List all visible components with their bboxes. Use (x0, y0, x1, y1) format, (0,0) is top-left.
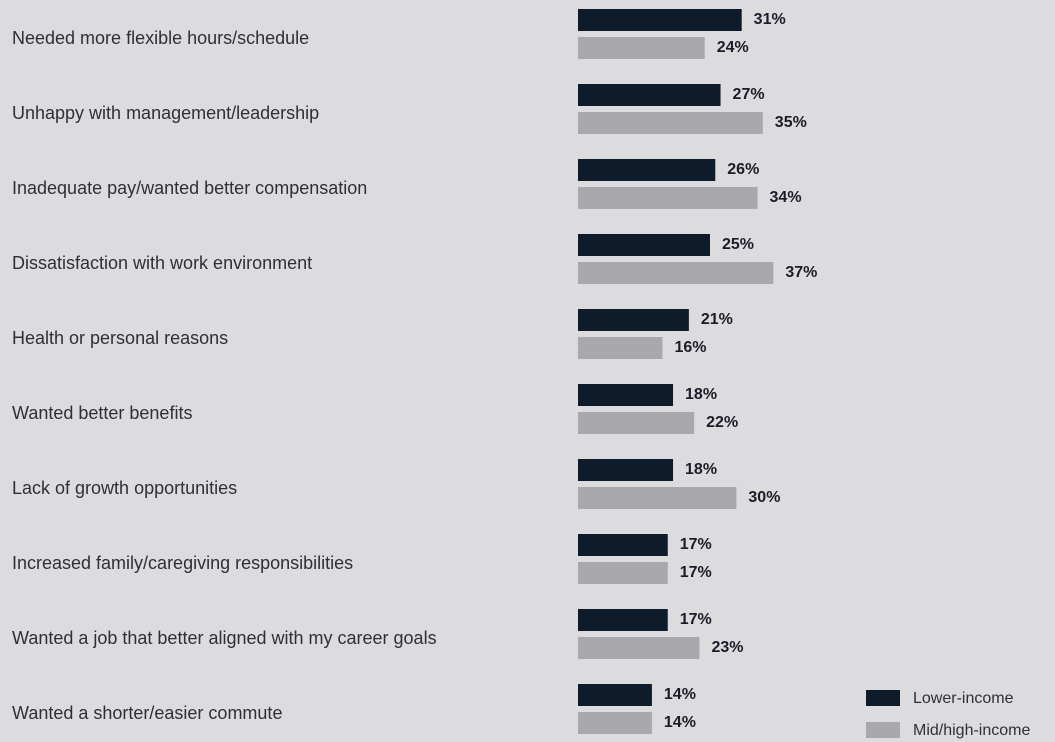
category-label: Wanted better benefits (12, 403, 192, 423)
bar (578, 609, 668, 631)
value-label: 31% (754, 11, 786, 28)
bar (578, 112, 763, 134)
category-label: Lack of growth opportunities (12, 478, 237, 498)
value-label: 26% (727, 161, 759, 178)
value-label: 25% (722, 236, 754, 253)
value-label: 18% (685, 461, 717, 478)
bar (578, 159, 716, 181)
bar (578, 262, 774, 284)
bar (578, 534, 668, 556)
category-label: Health or personal reasons (12, 328, 228, 348)
legend-swatch (866, 690, 900, 706)
bar (578, 384, 674, 406)
value-label: 23% (711, 639, 743, 656)
bar (578, 487, 737, 509)
bar (578, 234, 710, 256)
value-label: 30% (748, 489, 780, 506)
bar (578, 187, 758, 209)
category-label: Needed more flexible hours/schedule (12, 28, 309, 48)
value-label: 27% (733, 86, 765, 103)
value-label: 17% (680, 536, 712, 553)
bar (578, 637, 700, 659)
value-label: 14% (664, 714, 696, 731)
bar (578, 412, 695, 434)
value-label: 17% (680, 564, 712, 581)
bar (578, 712, 652, 734)
value-label: 14% (664, 686, 696, 703)
bar (578, 459, 674, 481)
bar (578, 9, 742, 31)
value-label: 22% (706, 414, 738, 431)
bar (578, 684, 652, 706)
category-label: Wanted a job that better aligned with my… (12, 628, 437, 648)
category-label: Dissatisfaction with work environment (12, 253, 312, 273)
category-label: Wanted a shorter/easier commute (12, 703, 282, 723)
category-label: Unhappy with management/leadership (12, 103, 319, 123)
bar (578, 309, 689, 331)
legend-swatch (866, 722, 900, 738)
value-label: 16% (674, 339, 706, 356)
value-label: 18% (685, 386, 717, 403)
bar (578, 337, 663, 359)
bar (578, 562, 668, 584)
category-label: Inadequate pay/wanted better compensatio… (12, 178, 367, 198)
value-label: 37% (785, 264, 817, 281)
bar (578, 84, 721, 106)
category-label: Increased family/caregiving responsibili… (12, 553, 353, 573)
value-label: 24% (717, 39, 749, 56)
value-label: 21% (701, 311, 733, 328)
legend-label: Lower-income (913, 690, 1014, 707)
legend-label: Mid/high-income (913, 722, 1030, 739)
value-label: 34% (770, 189, 802, 206)
value-label: 35% (775, 114, 807, 131)
value-label: 17% (680, 611, 712, 628)
bar (578, 37, 705, 59)
